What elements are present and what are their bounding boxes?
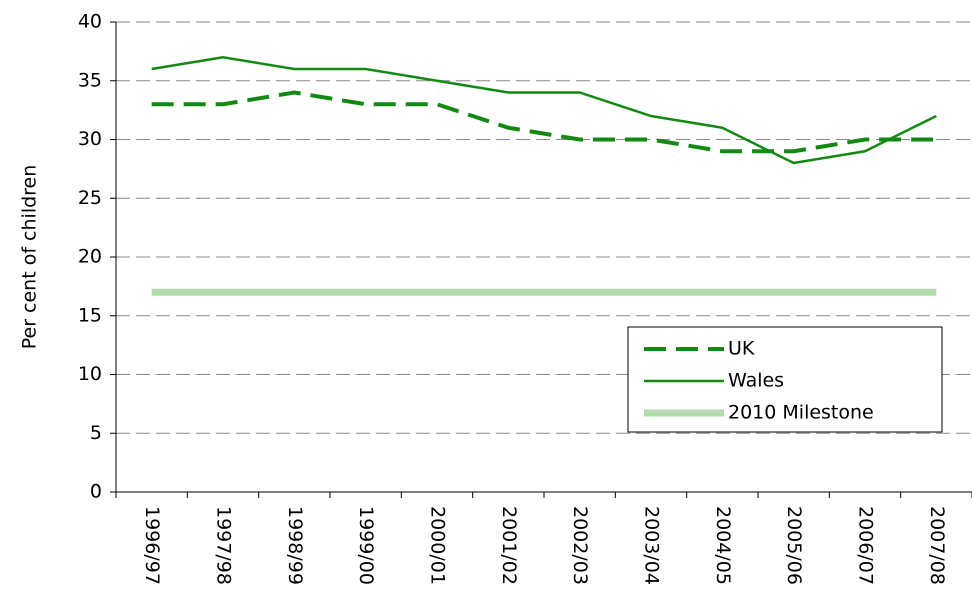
legend-label: 2010 Milestone — [728, 402, 874, 424]
series-line — [151, 55, 937, 165]
legend-label: Wales — [728, 370, 784, 392]
y-tick-label: 25 — [78, 187, 102, 209]
x-tick-label: 1998/99 — [284, 506, 306, 585]
x-tick-label: 2001/02 — [498, 506, 520, 585]
x-tick-label: 2002/03 — [569, 506, 591, 585]
y-axis-label: Per cent of children — [19, 165, 41, 350]
y-tick-label: 0 — [90, 481, 102, 503]
x-tick-label: 2006/07 — [855, 506, 877, 585]
x-tick-label: 2004/05 — [712, 506, 734, 585]
y-tick-label: 15 — [78, 304, 102, 326]
y-tick-label: 35 — [78, 69, 102, 91]
y-tick-label: 10 — [78, 363, 102, 385]
x-tick-label: 1997/98 — [213, 506, 235, 585]
y-tick-label: 40 — [78, 11, 102, 33]
x-tick-label: 1996/97 — [141, 506, 163, 585]
legend-label: UK — [728, 338, 755, 360]
x-tick-label: 2005/06 — [783, 506, 805, 585]
y-tick-label: 20 — [78, 246, 102, 268]
x-tick-label: 2000/01 — [427, 506, 449, 585]
x-tick-label: 2003/04 — [641, 506, 663, 585]
x-tick-label: 1999/00 — [355, 506, 377, 585]
y-tick-label: 5 — [90, 422, 102, 444]
series-line — [151, 90, 937, 154]
x-tick-label: 2007/08 — [926, 506, 948, 585]
y-tick-label: 30 — [78, 128, 102, 150]
